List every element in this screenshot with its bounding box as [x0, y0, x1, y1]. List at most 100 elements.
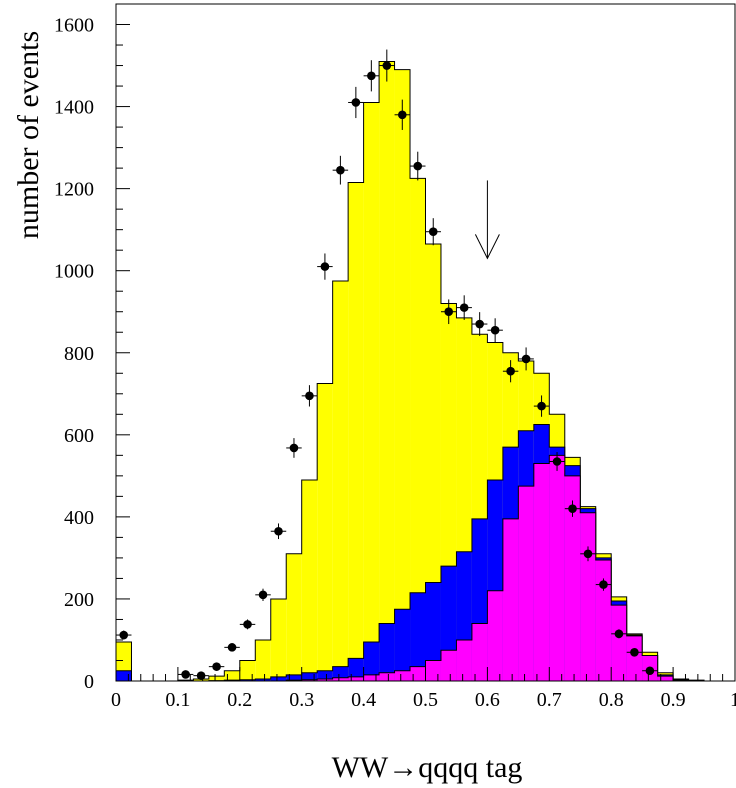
histogram-bar [471, 623, 488, 681]
histogram-bar [239, 679, 256, 681]
data-marker [274, 526, 283, 536]
histogram-bar [317, 678, 333, 681]
histogram-bar [348, 658, 364, 681]
data-point [595, 578, 612, 591]
data-point [394, 99, 411, 130]
data-marker [552, 457, 562, 466]
histogram-bar [502, 518, 519, 681]
histogram-bar [379, 623, 395, 681]
histogram-bar [440, 650, 457, 681]
tick-labels: 0 0.1 0.2 0.3 0.4 0.5 0.6 0.7 0.8 0.9 1 0 200 400 600 8… [54, 15, 736, 711]
data-point [502, 360, 519, 383]
arrow-head [474, 234, 500, 260]
stacked-fills [115, 60, 735, 682]
histogram-bar [317, 670, 333, 681]
histogram-bar [348, 676, 364, 681]
histogram-bar [286, 553, 302, 681]
x-axis-title: WW→qqqq tag [332, 751, 523, 784]
data-point [255, 588, 271, 601]
histogram-bar [394, 609, 411, 681]
y-tick-label: 1000 [54, 261, 94, 283]
data-point [410, 151, 426, 181]
histogram-bar [270, 676, 287, 681]
data-point [379, 49, 395, 82]
x-tick-label: 0.1 [165, 689, 190, 711]
data-point [425, 218, 441, 246]
y-tick-label: 1400 [54, 97, 94, 119]
data-marker [212, 662, 221, 671]
data-marker [614, 629, 624, 639]
data-marker [227, 643, 237, 652]
data-marker [428, 227, 438, 237]
histogram-bar [564, 475, 581, 681]
data-marker [475, 319, 484, 329]
y-tick-label: 1200 [54, 179, 94, 201]
data-marker [243, 620, 252, 629]
data-point [642, 666, 658, 676]
histogram-bar [595, 559, 612, 681]
data-marker [382, 61, 392, 70]
data-point [471, 312, 488, 336]
histogram-bar [363, 102, 380, 682]
data-marker [599, 580, 608, 589]
data-point [332, 155, 349, 185]
histogram-bar [518, 486, 534, 681]
histogram-bar [363, 642, 380, 681]
cut-arrow [474, 180, 500, 260]
data-point [177, 670, 194, 679]
histogram-bar [410, 666, 426, 681]
series-2 [116, 454, 735, 682]
histogram-bar [410, 178, 426, 681]
data-marker [397, 110, 407, 120]
x-tick-label: 0.3 [289, 689, 314, 711]
data-marker [490, 325, 500, 335]
histogram-bar [332, 677, 349, 681]
data-point [348, 86, 364, 119]
data-point [549, 452, 565, 471]
y-tick-label: 0 [84, 671, 94, 693]
histogram-bar [239, 660, 256, 681]
data-point [533, 395, 550, 417]
data-marker [196, 671, 206, 680]
data-marker [583, 549, 593, 559]
data-marker [459, 303, 469, 312]
data-point [116, 630, 132, 640]
histogram-bar [286, 674, 302, 681]
histogram-bar [611, 605, 627, 681]
data-point [487, 318, 503, 343]
data-marker [537, 401, 546, 411]
data-marker [305, 391, 314, 401]
data-point [208, 662, 225, 671]
histogram-bar [533, 463, 550, 681]
data-marker [289, 443, 299, 453]
y-tick-label: 200 [64, 589, 94, 611]
x-tick-label: 0.7 [537, 689, 562, 711]
histogram-bar [379, 61, 395, 681]
y-tick-label: 600 [64, 425, 94, 447]
data-point [224, 643, 240, 652]
x-tick-label: 0.8 [599, 689, 624, 711]
x-tick-label: 0.9 [661, 689, 686, 711]
histogram-bar [208, 676, 225, 681]
histogram-bar [410, 592, 426, 681]
data-point [626, 647, 643, 657]
data-point [440, 299, 457, 325]
histogram-bar [425, 582, 441, 681]
x-tick-label: 0.6 [475, 689, 500, 711]
x-tick-label: 0.2 [227, 689, 252, 711]
histogram-bar [332, 280, 349, 681]
x-tick-label: 1 [730, 689, 736, 711]
data-marker [568, 504, 577, 513]
data-marker [258, 590, 268, 600]
histogram-bar [317, 383, 333, 681]
axis-ticks [115, 24, 736, 682]
data-point [564, 500, 581, 517]
histogram-bar [363, 674, 380, 681]
data-marker [367, 71, 376, 81]
data-point [580, 546, 596, 562]
x-tick-label: 0.5 [413, 689, 438, 711]
histogram-bar [425, 244, 441, 681]
data-marker [645, 666, 655, 676]
histogram-bar [348, 182, 364, 681]
